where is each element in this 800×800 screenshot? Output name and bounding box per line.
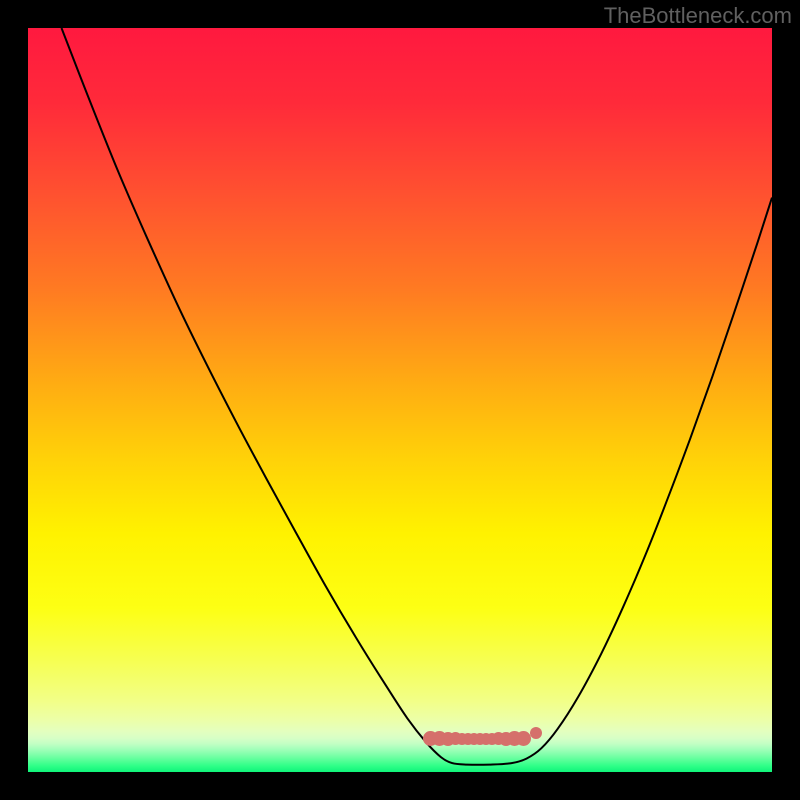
watermark-text: TheBottleneck.com	[604, 3, 792, 29]
optimal-range-markers	[423, 731, 531, 746]
optimal-range-marker-dot	[516, 731, 531, 746]
heat-gradient-background	[28, 28, 772, 772]
chart-frame	[28, 28, 772, 772]
optimal-range-marker-isolated	[530, 727, 542, 739]
bottleneck-chart	[28, 28, 772, 772]
